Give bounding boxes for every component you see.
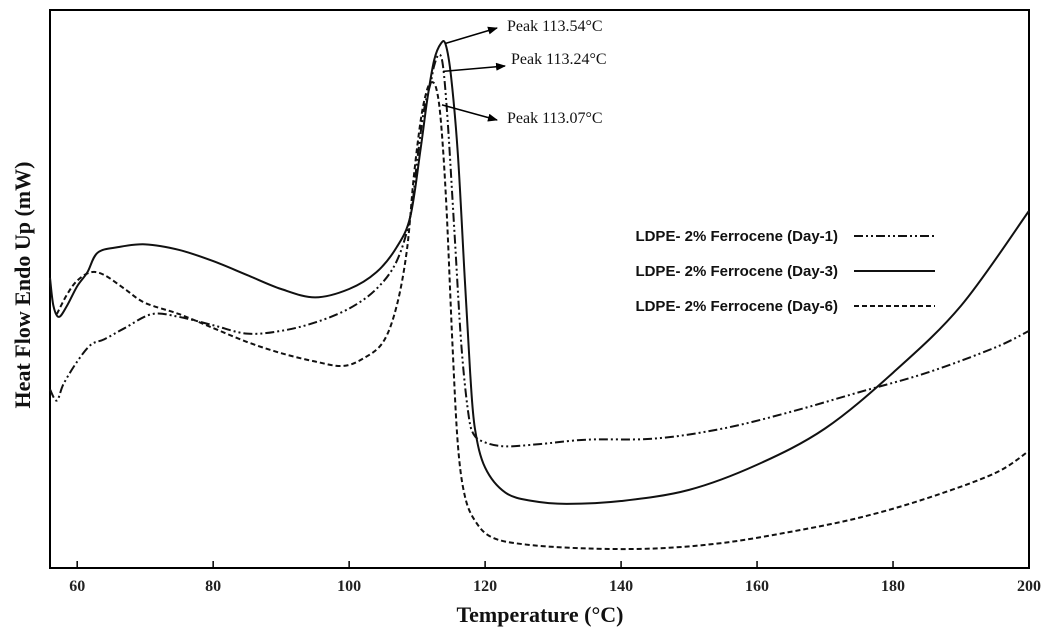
legend-label: LDPE- 2% Ferrocene (Day-1) (635, 228, 838, 245)
x-axis-title: Temperature (°C) (456, 602, 623, 627)
x-tick-label: 160 (745, 578, 769, 595)
peak-label: Peak 113.54°C (507, 18, 603, 35)
x-tick-label: 140 (609, 578, 633, 595)
peak-arrow (441, 104, 498, 122)
legend-label: LDPE- 2% Ferrocene (Day-3) (635, 263, 838, 280)
peak-label: Peak 113.24°C (511, 51, 607, 68)
x-tick-label: 60 (69, 578, 85, 595)
series-line-2 (49, 39, 1030, 505)
peak-arrow (443, 62, 506, 73)
plot-frame (49, 9, 1030, 569)
series-line-3 (55, 81, 1030, 551)
x-tick-label: 180 (881, 578, 905, 595)
x-tick-label: 120 (473, 578, 497, 595)
legend-label: LDPE- 2% Ferrocene (Day-6) (635, 298, 838, 315)
x-axis: 60 80 100 120 140 160 180 200 (69, 561, 1041, 595)
peak-annotations: Peak 113.54°C Peak 113.24°C Peak 113.07°C (441, 18, 607, 127)
y-axis-title-group: Heat Flow Endo Up (mW) (10, 162, 35, 409)
peak-arrow (444, 26, 498, 45)
legend: LDPE- 2% Ferrocene (Day-1) LDPE- 2% Ferro… (635, 228, 935, 315)
x-tick-label: 100 (337, 578, 361, 595)
peak-label: Peak 113.07°C (507, 110, 603, 127)
x-tick-label: 80 (205, 578, 221, 595)
series-lines (49, 39, 1030, 551)
y-axis-title: Heat Flow Endo Up (mW) (10, 162, 35, 409)
x-tick-label: 200 (1017, 578, 1041, 595)
series-line-1 (49, 53, 1030, 448)
